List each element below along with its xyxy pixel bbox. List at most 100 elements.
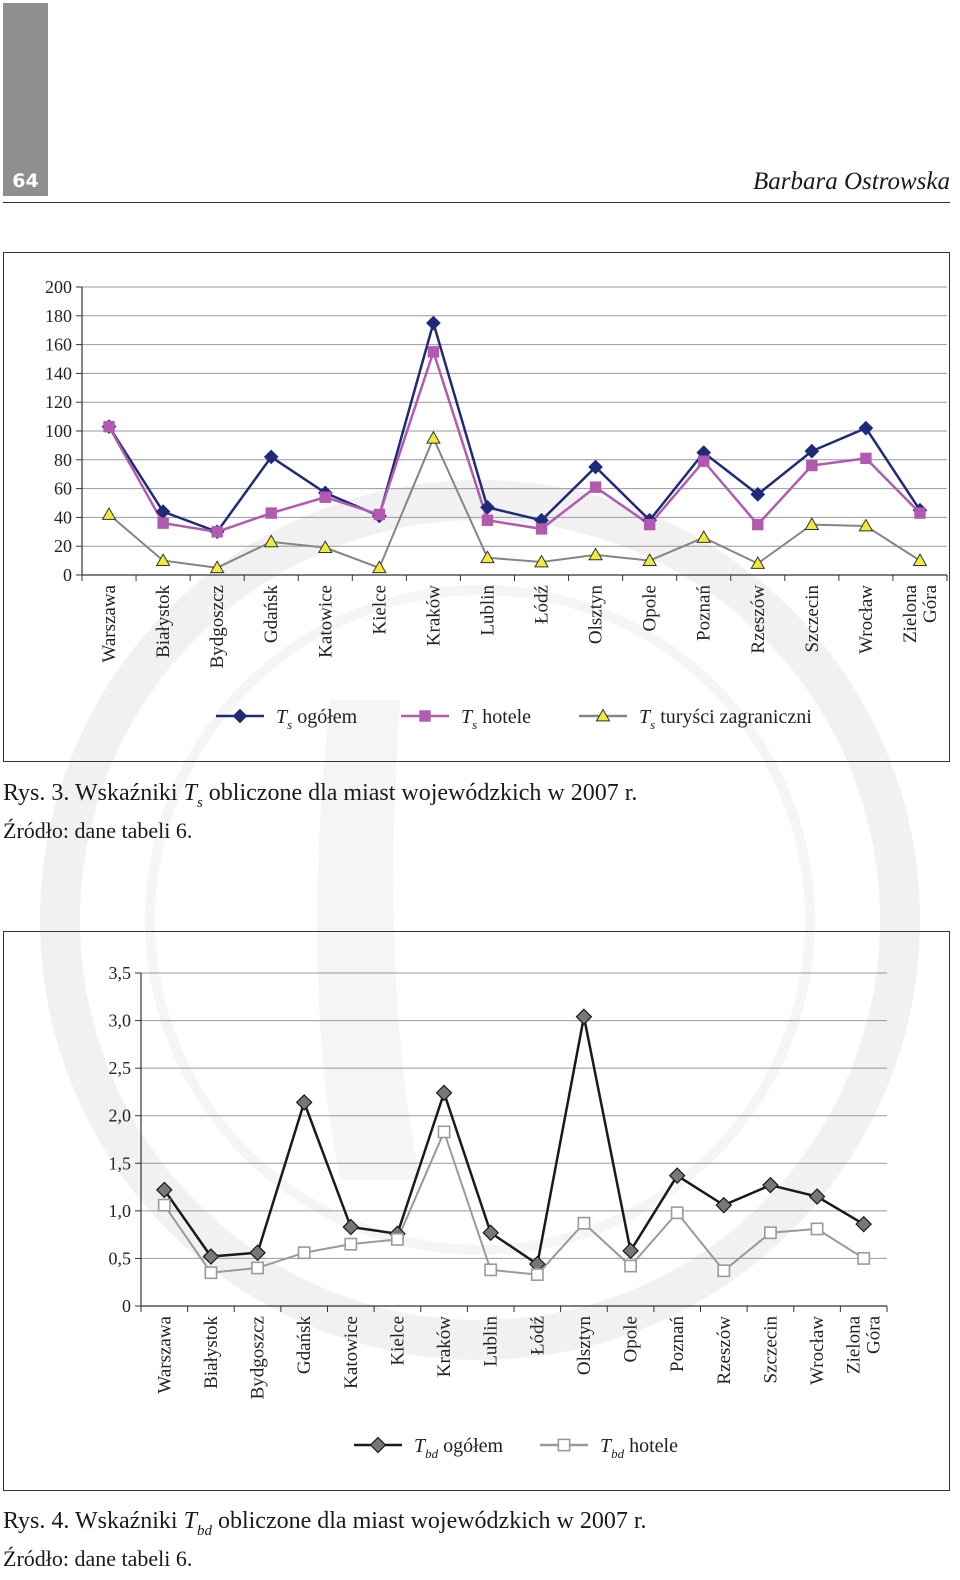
y-tick-label: 40 (54, 507, 72, 527)
data-point (435, 1084, 453, 1102)
data-point (155, 553, 171, 566)
data-point (858, 420, 874, 436)
data-point (914, 507, 926, 519)
data-point (481, 514, 494, 526)
category-label: Kraków (423, 585, 444, 646)
data-point (342, 1218, 360, 1236)
data-point (209, 560, 225, 574)
data-point (263, 534, 279, 548)
data-point (696, 530, 712, 543)
data-point (577, 1216, 591, 1230)
data-point (715, 1196, 733, 1214)
series-line (163, 1129, 865, 1276)
caption-prefix: Rys. 3. Wskaźniki (3, 780, 184, 806)
category-label: Wrocław (856, 585, 877, 654)
data-point (575, 1008, 593, 1026)
y-tick-label: 2,5 (109, 1058, 132, 1078)
figure-3-source: Źródło: dane tabeli 6. (3, 818, 193, 843)
header-divider (3, 202, 950, 203)
data-point (373, 508, 386, 521)
category-label: Opole (640, 585, 661, 631)
data-point (857, 1252, 871, 1265)
category-label: Olsztyn (574, 1316, 595, 1376)
category-label: Lublin (477, 585, 498, 636)
data-point (482, 1224, 500, 1242)
data-point (642, 553, 658, 566)
y-tick-label: 100 (45, 421, 72, 441)
data-point (762, 1176, 779, 1194)
data-point (480, 550, 495, 564)
data-point (698, 455, 710, 467)
y-tick-label: 60 (54, 479, 72, 499)
category-label: Opole (621, 1316, 642, 1362)
data-point (251, 1261, 264, 1275)
category-label: Góra (864, 1315, 885, 1354)
series-line (163, 1016, 865, 1267)
data-point (427, 346, 440, 358)
data-point (204, 1266, 218, 1280)
data-point (534, 554, 549, 568)
category-label: Rzeszów (714, 1316, 735, 1385)
data-point (589, 481, 602, 493)
data-point (804, 443, 820, 459)
legend-marker (232, 708, 248, 724)
chart-ts: 0 20 40 60 80 100 120 140 160 180 200 Warszawa Biały… (45, 277, 948, 732)
data-point (211, 526, 223, 538)
category-label: Gdańsk (294, 1316, 315, 1375)
data-point (804, 517, 820, 530)
y-tick-label: 160 (45, 335, 72, 355)
data-point (588, 547, 603, 561)
page-number: 64 (12, 170, 39, 192)
data-point (643, 518, 656, 531)
data-point (912, 553, 928, 566)
category-label: Szczecin (802, 585, 823, 653)
y-tick-label: 80 (54, 450, 72, 470)
caption-subscript: s (196, 795, 203, 811)
data-point (530, 1268, 544, 1282)
category-label: Poznań (694, 585, 715, 641)
legend-marker (369, 1436, 387, 1454)
y-tick-label: 20 (54, 536, 72, 556)
y-tick-label: 140 (45, 363, 72, 383)
legend-marker (557, 1438, 571, 1452)
data-point (717, 1264, 731, 1278)
category-label: Warszawa (154, 1315, 175, 1393)
data-point (855, 1215, 873, 1233)
caption-subscript: bd (196, 1523, 212, 1539)
data-point (426, 430, 441, 444)
y-tick-label: 120 (45, 392, 72, 412)
data-point (860, 452, 872, 465)
legend-marker (595, 708, 611, 722)
data-point (764, 1226, 777, 1240)
legend-marker (419, 710, 431, 722)
data-point (808, 1188, 826, 1205)
running-head-author: Barbara Ostrowska (752, 168, 950, 195)
legend-label: Ts turyści zagraniczni (639, 706, 812, 732)
caption-symbol: T (183, 1508, 197, 1534)
caption-suffix: obliczone dla miast wojewódzkich w 2007 … (202, 780, 638, 806)
data-point (806, 459, 818, 472)
category-label: Białystok (201, 1316, 222, 1389)
category-label: Łódź (527, 1316, 548, 1355)
data-point (810, 1222, 824, 1236)
figure-3-caption: Rys. 3. Wskaźniki Ts obliczone dla miast… (3, 780, 638, 811)
data-point (155, 1181, 173, 1199)
category-label: Lublin (481, 1316, 502, 1367)
series-line (107, 347, 921, 534)
caption-suffix: obliczone dla miast wojewódzkich w 2007 … (211, 1508, 647, 1534)
data-point (263, 449, 279, 465)
category-label: Bydgoszcz (207, 585, 228, 668)
page-number-tab: 64 (3, 3, 48, 196)
data-point (670, 1206, 684, 1220)
category-label: Szczecin (760, 1316, 781, 1384)
category-label: Zielona (844, 1315, 865, 1374)
series-line (107, 318, 922, 534)
data-point (437, 1125, 451, 1139)
chart-frame-ts: 0 20 40 60 80 100 120 140 160 180 200 Warszawa Biały… (3, 252, 950, 762)
category-label: Kielce (387, 1316, 408, 1366)
figure-4-source: Źródło: dane tabeli 6. (3, 1546, 193, 1571)
y-tick-label: 180 (45, 306, 72, 326)
y-tick-label: 3,5 (109, 963, 132, 983)
figure-4-caption: Rys. 4. Wskaźniki Tbd obliczone dla mias… (3, 1508, 647, 1539)
category-label: Gdańsk (261, 585, 282, 644)
